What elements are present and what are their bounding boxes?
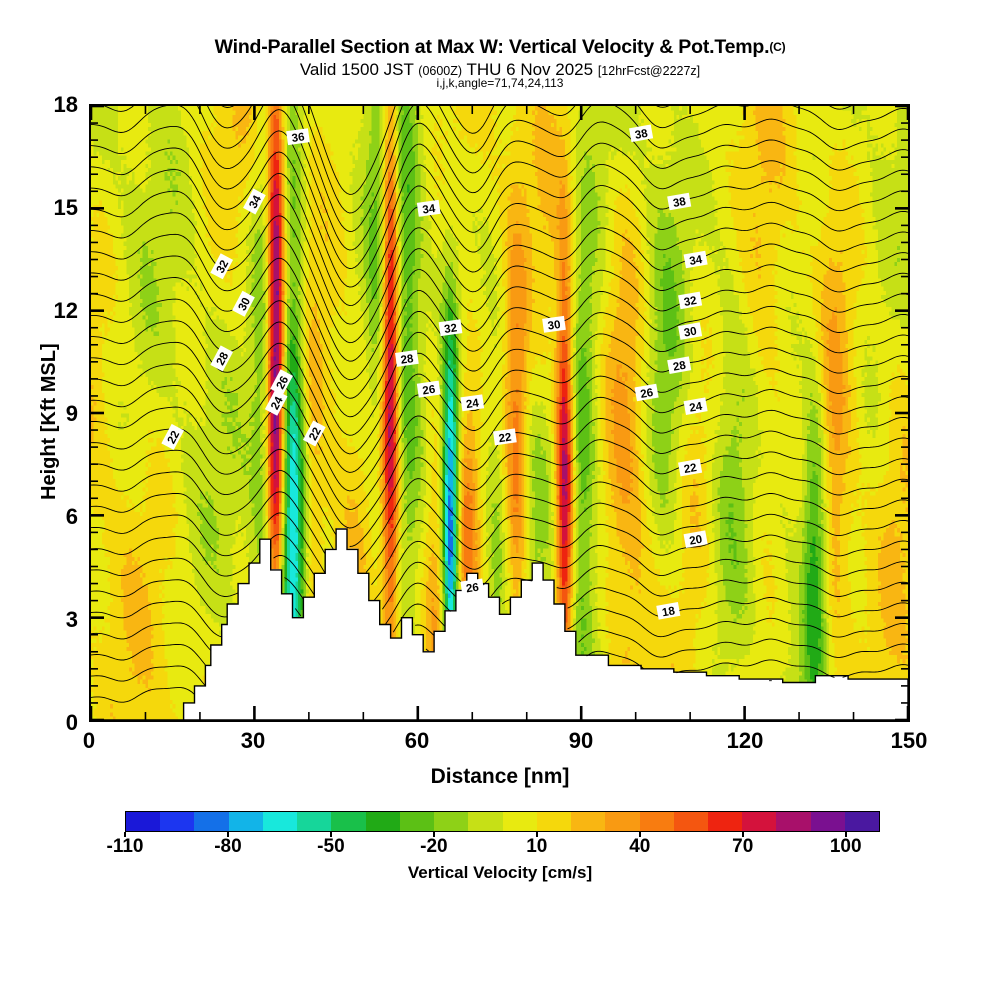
colorbar[interactable] xyxy=(125,811,880,832)
chart-title: Wind-Parallel Section at Max W: Vertical… xyxy=(0,36,1000,59)
contour-label-text: 30 xyxy=(547,319,561,333)
colorbar-swatch-5 xyxy=(297,812,331,831)
colorbar-tick-label--20: -20 xyxy=(389,836,479,858)
colorbar-tick-label--110: -110 xyxy=(80,836,170,858)
colorbar-swatch-15 xyxy=(640,812,674,831)
colorbar-swatch-4 xyxy=(263,812,297,831)
contour-label-text: 36 xyxy=(291,131,305,145)
x-tick-label-120: 120 xyxy=(705,728,785,754)
y-tick-label-15: 15 xyxy=(18,195,78,221)
contour-label-text: 22 xyxy=(683,462,698,476)
colorbar-swatch-0 xyxy=(126,812,160,831)
x-tick-label-90: 90 xyxy=(541,728,621,754)
cross-section-plot[interactable]: 36 38 34 38 34 32 34 30 32 32 30 30 28 28 28 26 26 26 24 24… xyxy=(89,104,910,722)
contour-label-text: 32 xyxy=(444,322,458,336)
contour-label-text: 26 xyxy=(465,582,479,596)
colorbar-swatch-20 xyxy=(811,812,845,831)
x-tick-label-150: 150 xyxy=(869,728,949,754)
colorbar-tick-label-10: 10 xyxy=(492,836,582,858)
colorbar-caption: Vertical Velocity [cm/s] xyxy=(0,863,1000,883)
colorbar-swatch-2 xyxy=(194,812,228,831)
y-tick-label-3: 3 xyxy=(18,607,78,633)
colorbar-swatch-6 xyxy=(331,812,365,831)
colorbar-swatch-12 xyxy=(537,812,571,831)
x-tick-label-30: 30 xyxy=(213,728,293,754)
colorbar-tick-label-70: 70 xyxy=(698,836,788,858)
colorbar-swatch-16 xyxy=(674,812,708,831)
contour-label-text: 22 xyxy=(498,432,512,446)
contour-label-text: 28 xyxy=(400,353,415,367)
colorbar-swatch-8 xyxy=(400,812,434,831)
contour-label-text: 32 xyxy=(683,295,698,309)
colorbar-swatch-18 xyxy=(742,812,776,831)
x-tick-label-60: 60 xyxy=(377,728,457,754)
y-tick-label-6: 6 xyxy=(18,504,78,530)
colorbar-swatch-9 xyxy=(434,812,468,831)
colorbar-swatch-14 xyxy=(605,812,639,831)
colorbar-tick-label--80: -80 xyxy=(183,836,273,858)
chart-title-text: Wind-Parallel Section at Max W: Vertical… xyxy=(215,36,770,58)
contour-label-text: 26 xyxy=(640,387,655,401)
x-axis-label: Distance [nm] xyxy=(0,765,1000,789)
colorbar-swatch-3 xyxy=(229,812,263,831)
contour-label-text: 30 xyxy=(683,326,698,340)
contour-label-text: 34 xyxy=(422,203,437,217)
contour-label-text: 26 xyxy=(422,384,436,398)
y-tick-label-18: 18 xyxy=(18,92,78,118)
colorbar-tick-label-40: 40 xyxy=(595,836,685,858)
colorbar-swatch-7 xyxy=(366,812,400,831)
contour-label-text: 24 xyxy=(465,397,480,411)
colorbar-tick-label--50: -50 xyxy=(286,836,376,858)
index-annotation: i,j,k,angle=71,74,24,113 xyxy=(0,76,1000,90)
colorbar-swatch-13 xyxy=(571,812,605,831)
colorbar-tick-label-100: 100 xyxy=(801,836,891,858)
plot-canvas: 36 38 34 38 34 32 34 30 32 32 30 30 28 28 28 26 26 26 24 24… xyxy=(91,106,908,720)
contour-label-text: 20 xyxy=(689,534,704,548)
copyright-icon: (C) xyxy=(769,40,785,54)
colorbar-swatch-1 xyxy=(160,812,194,831)
colorbar-swatch-11 xyxy=(503,812,537,831)
y-tick-label-9: 9 xyxy=(18,401,78,427)
colorbar-swatch-17 xyxy=(708,812,742,831)
colorbar-swatch-19 xyxy=(776,812,810,831)
x-tick-label-0: 0 xyxy=(49,728,129,754)
colorbar-swatch-10 xyxy=(468,812,502,831)
colorbar-swatch-21 xyxy=(845,812,879,831)
y-tick-label-12: 12 xyxy=(18,298,78,324)
